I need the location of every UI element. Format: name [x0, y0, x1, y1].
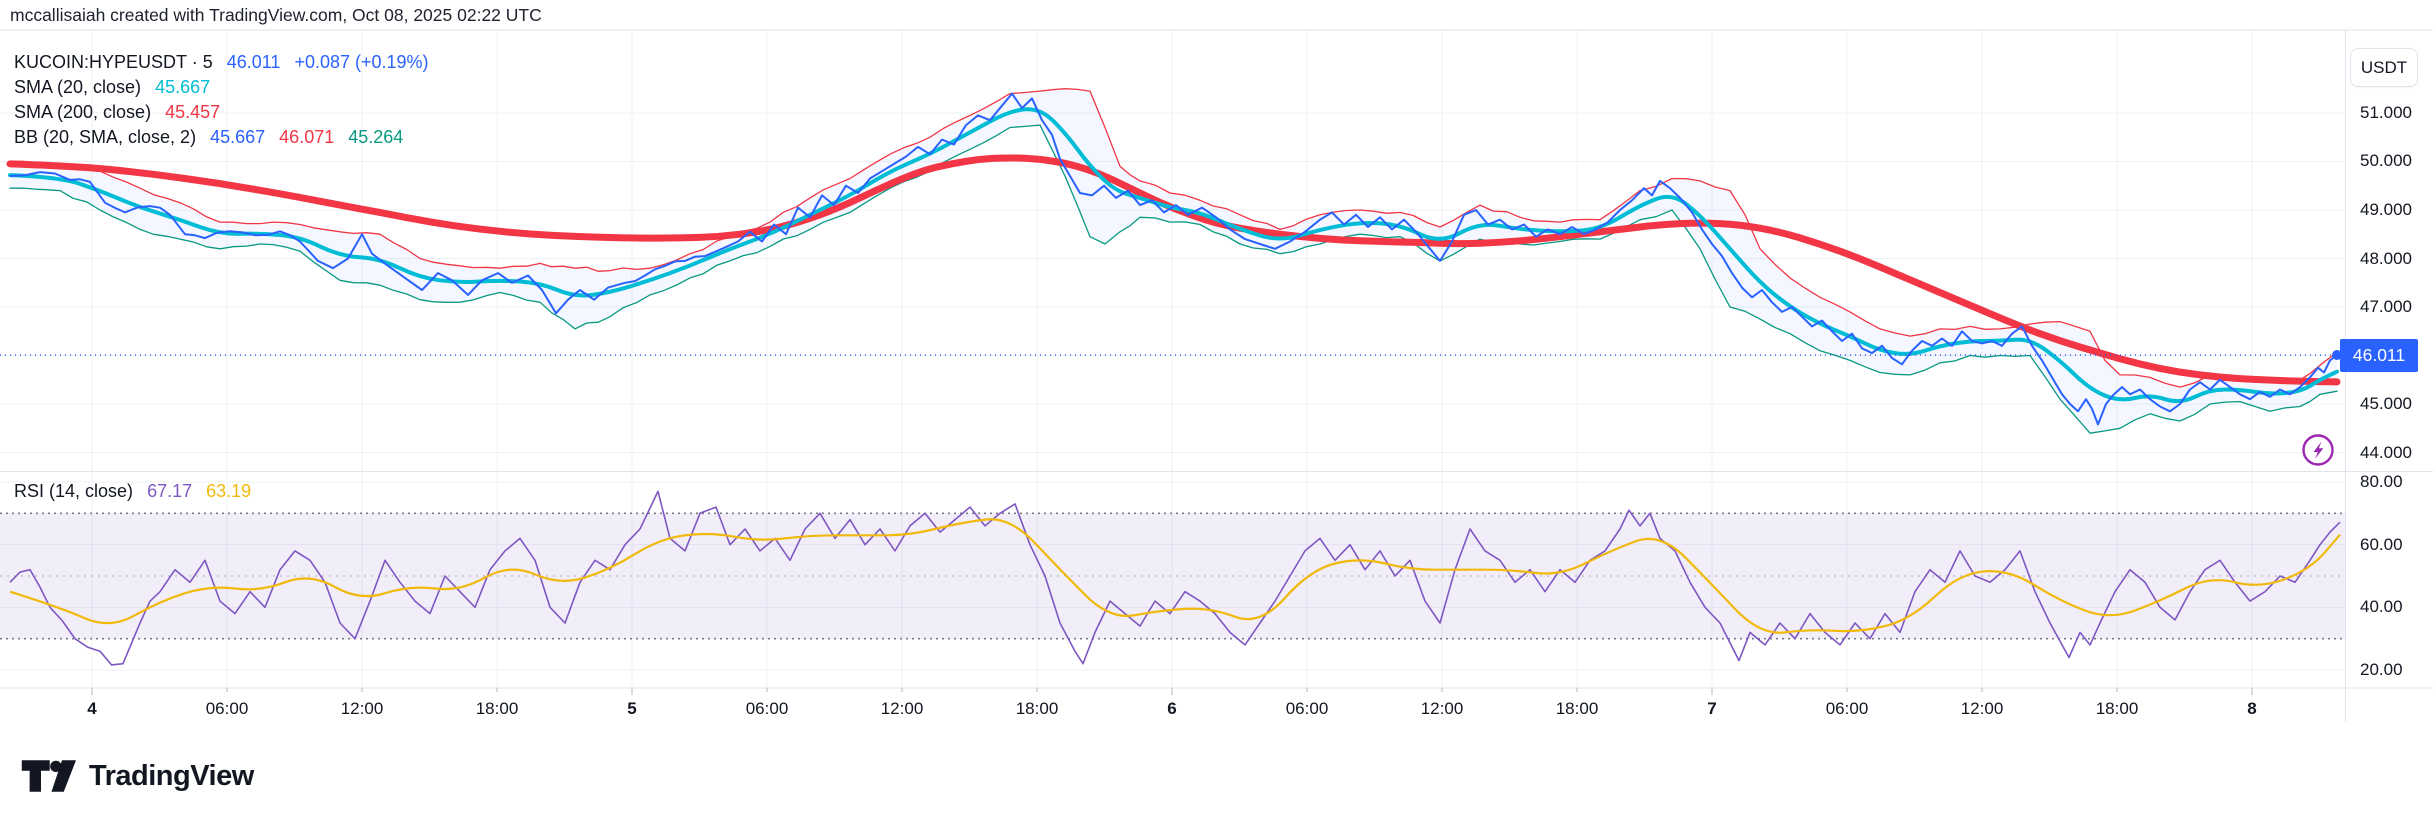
symbol-legend-row[interactable]: KUCOIN:HYPEUSDT · 5 46.011 +0.087 (+0.19… [14, 50, 438, 75]
rsi-ma-value: 63.19 [206, 481, 252, 501]
rsi-axis-label: 80.00 [2360, 471, 2403, 491]
time-axis-day-label: 8 [2247, 699, 2257, 718]
price-axis-label: 45.000 [2360, 394, 2412, 414]
rsi-axis-label: 20.00 [2360, 659, 2403, 679]
time-axis-day-label: 4 [87, 699, 97, 718]
tradingview-logo-text: TradingView [89, 759, 254, 792]
sma200-label: SMA (200, close) [14, 102, 152, 122]
price-axis-label: 44.000 [2360, 442, 2412, 462]
time-axis-label: 06:00 [1285, 699, 1329, 718]
bb-basis-value: 45.667 [210, 127, 266, 147]
bb-upper-value: 46.071 [279, 127, 335, 147]
currency-toggle-button[interactable]: USDT [2350, 48, 2418, 87]
tradingview-logo-icon [21, 760, 76, 792]
price-axis-label: 47.000 [2360, 297, 2412, 317]
time-axis-label: 18:00 [2095, 699, 2139, 718]
time-axis-label: 18:00 [475, 699, 519, 718]
symbol-title: KUCOIN:HYPEUSDT · 5 [14, 52, 213, 72]
time-axis-label: 06:00 [745, 699, 789, 718]
bb-label: BB (20, SMA, close, 2) [14, 127, 197, 147]
rsi-label: RSI (14, close) [14, 481, 134, 501]
time-axis-day-label: 5 [627, 699, 637, 718]
sma20-label: SMA (20, close) [14, 77, 142, 97]
current-price-badge: 46.011 [2340, 339, 2418, 372]
sma200-legend-row[interactable]: SMA (200, close) 45.457 [14, 100, 438, 125]
sma20-legend-row[interactable]: SMA (20, close) 45.667 [14, 75, 438, 100]
rsi-axis-label: 40.00 [2360, 597, 2403, 617]
lightning-icon [2302, 434, 2334, 466]
price-axis-label: 50.000 [2360, 151, 2412, 171]
rsi-value: 67.17 [147, 481, 193, 501]
time-axis-label: 12:00 [340, 699, 384, 718]
price-axis-label: 49.000 [2360, 199, 2412, 219]
price-axis-label: 51.000 [2360, 102, 2412, 122]
time-axis-day-label: 6 [1167, 699, 1177, 718]
time-axis-day-label: 7 [1707, 699, 1717, 718]
rsi-legend-row[interactable]: RSI (14, close) 67.17 63.19 [14, 481, 260, 502]
time-axis-label: 12:00 [1420, 699, 1464, 718]
time-axis-label: 18:00 [1555, 699, 1599, 718]
time-axis-label: 06:00 [1825, 699, 1869, 718]
boost-button[interactable] [2301, 433, 2335, 467]
tradingview-logo-link[interactable]: TradingView [20, 758, 254, 794]
sma200-value: 45.457 [165, 102, 221, 122]
legend-main: KUCOIN:HYPEUSDT · 5 46.011 +0.087 (+0.19… [14, 50, 438, 150]
sma20-value: 45.667 [155, 77, 211, 97]
rsi-axis-label: 60.00 [2360, 534, 2403, 554]
time-axis-label: 12:00 [1960, 699, 2004, 718]
price-axis-label: 48.000 [2360, 248, 2412, 268]
bb-lower-value: 45.264 [348, 127, 404, 147]
last-price-value: 46.011 [226, 52, 281, 72]
time-axis-label: 06:00 [205, 699, 249, 718]
price-change-value: +0.087 (+0.19%) [294, 52, 429, 72]
time-axis-label: 12:00 [880, 699, 924, 718]
watermark-attribution: mccallisaiah created with TradingView.co… [10, 5, 542, 25]
time-axis-label: 18:00 [1015, 699, 1059, 718]
bb-legend-row[interactable]: BB (20, SMA, close, 2) 45.667 46.071 45.… [14, 125, 438, 150]
